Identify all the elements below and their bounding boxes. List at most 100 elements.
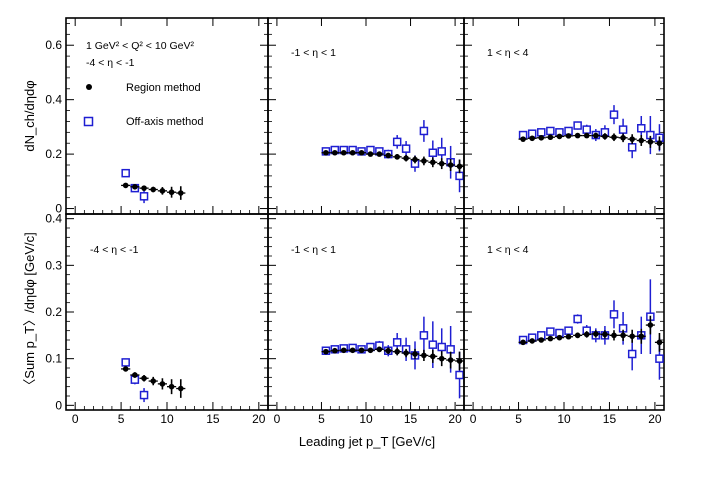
region-point xyxy=(323,348,329,355)
panel-r1-c1-xtick-label: 15 xyxy=(404,412,418,426)
region-point xyxy=(177,190,184,196)
region-point xyxy=(456,163,463,170)
region-point xyxy=(367,347,374,354)
region-point xyxy=(430,353,436,360)
panel-r1-c0-ytick-label: 0.4 xyxy=(45,212,62,226)
region-point xyxy=(456,358,463,364)
region-point xyxy=(385,347,392,354)
region-point xyxy=(394,348,400,355)
region-point xyxy=(438,160,445,167)
q2-range-label: 1 GeV² < Q² < 10 GeV² xyxy=(86,40,194,52)
region-point xyxy=(656,140,663,147)
region-point xyxy=(349,149,356,156)
region-point xyxy=(620,332,626,339)
region-point xyxy=(385,152,392,159)
offaxis-point xyxy=(139,192,149,201)
x-axis-title: Leading jet p_T [GeV/c] xyxy=(299,434,435,449)
offaxis-point xyxy=(392,137,402,147)
panel-r1-c2-xtick-label: 10 xyxy=(557,412,571,426)
region-point xyxy=(574,332,581,339)
offaxis-point xyxy=(655,354,664,363)
region-point xyxy=(447,357,454,363)
region-point xyxy=(430,159,436,166)
region-point xyxy=(323,149,329,156)
legend-marker-region xyxy=(86,84,92,90)
region-point xyxy=(602,331,608,338)
panel-r1-c2-xtick-label: 5 xyxy=(515,412,522,426)
region-point xyxy=(132,372,138,378)
panel-r1-c0-xtick-label: 5 xyxy=(118,412,125,426)
panel-r0-c0-ytick-label: 0 xyxy=(55,202,62,216)
panel-r1-c0-ytick-label: 0.3 xyxy=(45,258,62,272)
region-point xyxy=(538,134,545,141)
offaxis-point xyxy=(546,126,555,136)
offaxis-point xyxy=(428,148,438,157)
region-point xyxy=(638,137,645,144)
panel-r1-c2-xtick-label: 0 xyxy=(470,412,477,426)
region-point xyxy=(376,346,383,353)
region-point xyxy=(403,155,409,161)
offaxis-point xyxy=(401,144,411,153)
region-point xyxy=(647,322,654,328)
region-point xyxy=(122,366,129,372)
panel-r1-c0-xtick-label: 20 xyxy=(252,412,266,426)
region-point xyxy=(602,133,608,140)
region-point xyxy=(638,333,645,340)
region-point xyxy=(403,350,409,356)
offaxis-point xyxy=(419,126,429,136)
panel-r1-c2-xtick-label: 20 xyxy=(648,412,662,426)
offaxis-point xyxy=(437,342,446,352)
panel-r1-c0-ytick-label: 0 xyxy=(55,398,62,412)
region-point xyxy=(520,136,526,142)
region-point xyxy=(168,383,175,390)
region-point xyxy=(122,182,129,189)
panel-r0-c0-ytick-label: 0.6 xyxy=(45,38,62,52)
region-point xyxy=(358,149,365,156)
offaxis-point xyxy=(455,370,464,380)
region-point xyxy=(574,132,581,139)
region-point xyxy=(593,132,599,139)
offaxis-point xyxy=(546,327,555,336)
panel-label-top-middle: -1 < η < 1 xyxy=(291,47,336,59)
region-point xyxy=(565,133,572,139)
region-point xyxy=(358,347,365,354)
panel-r0-c0-ytick-label: 0.2 xyxy=(45,147,62,161)
region-point xyxy=(150,186,157,193)
offaxis-point xyxy=(627,349,637,359)
offaxis-point xyxy=(573,121,582,130)
panel-r1-c0-ytick-label: 0.2 xyxy=(45,305,62,319)
region-point xyxy=(629,333,635,340)
panel-r1-c1-xtick-label: 10 xyxy=(359,412,373,426)
offaxis-point xyxy=(564,326,573,335)
legend: Region method Off-axis method xyxy=(83,82,203,128)
region-point xyxy=(332,149,338,156)
panel-r1-c0-xtick-label: 15 xyxy=(206,412,220,426)
region-point xyxy=(332,347,338,354)
offaxis-point xyxy=(139,390,149,400)
region-point xyxy=(150,378,157,384)
panel-r1-c1-xtick-label: 0 xyxy=(274,412,281,426)
region-point xyxy=(547,335,554,342)
region-point xyxy=(611,332,617,339)
region-point xyxy=(376,151,383,157)
region-point xyxy=(556,334,563,341)
region-point xyxy=(547,134,554,141)
y-axis-title-bottom: 〈Sum p_T〉/dηdφ [GeV/c] xyxy=(22,232,37,391)
region-point xyxy=(394,154,400,160)
offaxis-point xyxy=(609,110,619,119)
region-point xyxy=(367,151,374,157)
offaxis-point xyxy=(121,168,130,178)
panel-label-bottom-right: 1 < η < 4 xyxy=(487,244,529,256)
legend-marker-offaxis xyxy=(83,116,94,127)
region-point xyxy=(132,183,138,190)
region-point xyxy=(340,347,347,354)
panel-r1-c0-ytick-label: 0.1 xyxy=(45,352,62,366)
y-axis-title-top: dN_ch/dηdφ xyxy=(22,80,37,151)
region-point xyxy=(340,149,347,156)
region-point xyxy=(583,132,590,139)
offaxis-point xyxy=(419,331,429,340)
region-point xyxy=(159,381,166,387)
offaxis-point xyxy=(121,358,130,367)
